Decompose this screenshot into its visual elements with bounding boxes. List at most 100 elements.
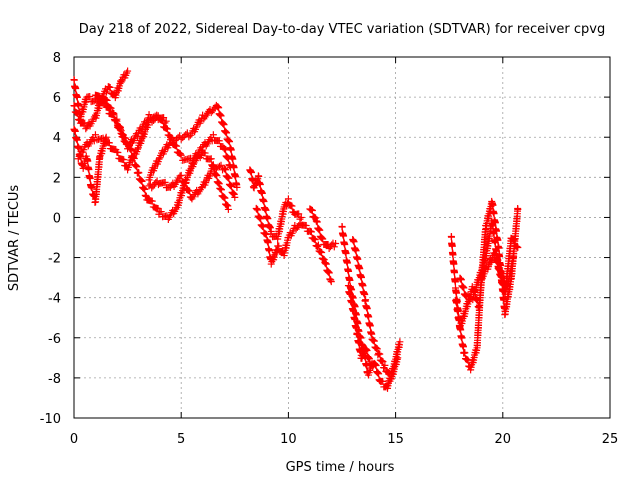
data-point	[135, 169, 143, 177]
data-point	[373, 345, 381, 353]
data-point	[493, 247, 501, 255]
data-point	[365, 313, 373, 321]
data-point	[370, 337, 378, 345]
data-point	[119, 131, 127, 139]
data-point	[450, 260, 458, 268]
data-point	[209, 161, 217, 169]
data-point	[343, 259, 351, 267]
data-point	[228, 182, 236, 190]
data-point	[141, 185, 149, 193]
data-point	[180, 132, 188, 140]
data-point	[345, 267, 353, 275]
data-point	[453, 299, 461, 307]
data-point	[295, 210, 303, 218]
data-point	[514, 205, 522, 213]
data-point	[112, 117, 120, 125]
data-point	[258, 189, 266, 197]
y-tick-label: 2	[53, 171, 61, 186]
data-point	[177, 171, 185, 179]
data-point	[462, 292, 470, 300]
data-point	[457, 276, 465, 284]
data-point	[88, 184, 96, 192]
data-point	[452, 289, 460, 297]
data-point	[247, 169, 255, 177]
data-point	[153, 111, 161, 119]
data-point	[354, 330, 362, 338]
data-point	[330, 243, 338, 251]
data-point	[489, 201, 497, 209]
data-point	[113, 115, 121, 123]
data-point	[179, 134, 187, 142]
data-point	[495, 264, 503, 272]
data-point	[215, 162, 223, 170]
x-tick-label: 25	[602, 432, 619, 447]
data-point	[363, 305, 371, 313]
data-point	[166, 139, 174, 147]
x-tick-label: 20	[495, 432, 512, 447]
data-point	[327, 278, 335, 286]
data-point	[95, 92, 103, 100]
data-point	[99, 134, 107, 142]
data-point	[341, 240, 349, 248]
data-point	[176, 150, 184, 158]
data-point	[513, 243, 521, 251]
data-point	[186, 187, 194, 195]
data-point	[114, 149, 122, 157]
data-point	[340, 232, 348, 240]
data-point	[133, 163, 141, 171]
data-point	[145, 111, 153, 119]
data-point	[262, 231, 270, 239]
data-point	[510, 236, 518, 244]
data-point	[265, 247, 273, 255]
data-point	[355, 339, 363, 347]
data-point	[489, 221, 497, 229]
data-point	[342, 249, 350, 257]
data-point	[308, 207, 316, 215]
data-point	[262, 206, 270, 214]
data-point	[223, 129, 231, 137]
data-point	[213, 172, 221, 180]
data-point	[354, 255, 362, 263]
data-point	[84, 157, 92, 165]
data-point	[356, 265, 364, 273]
data-point	[490, 210, 498, 218]
data-point	[71, 102, 79, 110]
data-point	[350, 238, 358, 246]
data-point	[350, 307, 358, 315]
data-point	[332, 240, 340, 248]
data-point	[449, 251, 457, 259]
data-point	[106, 83, 114, 91]
data-point	[363, 346, 371, 354]
data-point	[490, 230, 498, 238]
data-point	[494, 256, 502, 264]
data-point	[361, 291, 369, 299]
data-point	[151, 112, 159, 120]
data-point	[161, 178, 169, 186]
data-point	[222, 166, 230, 174]
data-point	[346, 276, 354, 284]
data-point	[86, 92, 94, 100]
data-point	[322, 260, 330, 268]
data-point	[351, 315, 359, 323]
data-point	[105, 139, 113, 147]
data-point	[376, 350, 384, 358]
data-point	[217, 112, 225, 120]
data-point	[264, 239, 272, 247]
data-point	[73, 136, 81, 144]
data-point	[155, 155, 163, 163]
data-point	[101, 99, 109, 107]
x-tick-label: 10	[280, 432, 297, 447]
data-point	[110, 111, 118, 119]
data-point	[218, 186, 226, 194]
data-point	[362, 296, 370, 304]
data-point	[73, 93, 81, 101]
data-point	[82, 125, 90, 133]
data-point	[459, 343, 467, 351]
data-point	[255, 172, 263, 180]
plot-frame	[73, 56, 611, 419]
y-tick-label: 8	[53, 51, 61, 66]
data-point	[325, 269, 333, 277]
data-points	[70, 67, 522, 392]
data-point	[318, 249, 326, 257]
data-point	[215, 137, 223, 145]
